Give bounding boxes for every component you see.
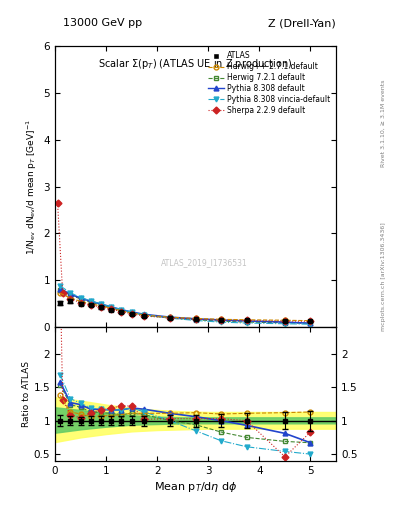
Y-axis label: Ratio to ATLAS: Ratio to ATLAS <box>22 361 31 427</box>
Y-axis label: 1/N$_{\rm ev}$ dN$_{\rm ev}$/d mean p$_T$ [GeV]$^{-1}$: 1/N$_{\rm ev}$ dN$_{\rm ev}$/d mean p$_T… <box>25 119 39 254</box>
Text: ATLAS_2019_I1736531: ATLAS_2019_I1736531 <box>161 258 247 267</box>
Text: Scalar $\Sigma$(p$_T$) (ATLAS UE in Z production): Scalar $\Sigma$(p$_T$) (ATLAS UE in Z pr… <box>98 57 293 71</box>
Text: 13000 GeV pp: 13000 GeV pp <box>63 18 142 28</box>
Text: Rivet 3.1.10, ≥ 3.1M events: Rivet 3.1.10, ≥ 3.1M events <box>381 79 386 166</box>
Legend: ATLAS, Herwig++ 2.7.1 default, Herwig 7.2.1 default, Pythia 8.308 default, Pythi: ATLAS, Herwig++ 2.7.1 default, Herwig 7.… <box>206 50 332 117</box>
Text: mcplots.cern.ch [arXiv:1306.3436]: mcplots.cern.ch [arXiv:1306.3436] <box>381 222 386 331</box>
Text: Z (Drell-Yan): Z (Drell-Yan) <box>268 18 336 28</box>
X-axis label: Mean p$_T$/d$\eta$ d$\phi$: Mean p$_T$/d$\eta$ d$\phi$ <box>154 480 237 494</box>
